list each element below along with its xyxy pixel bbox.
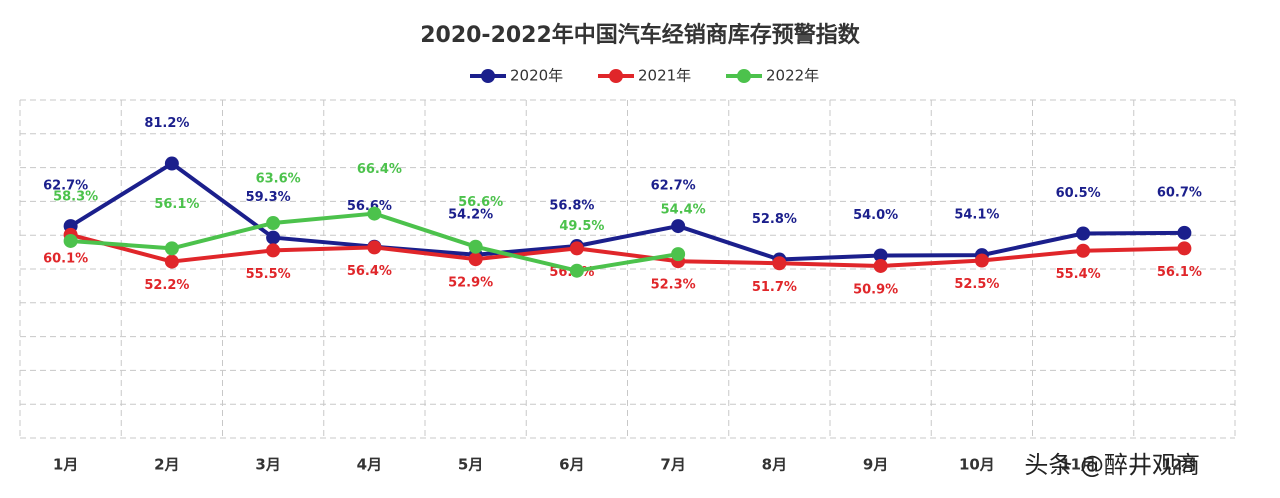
x-tick-label: 6月 [559, 456, 584, 474]
point [266, 230, 281, 245]
x-tick-label: 4月 [357, 456, 382, 474]
point [367, 240, 382, 255]
data-label: 56.1% [1157, 265, 1202, 280]
x-tick-label: 12月 [1161, 456, 1197, 474]
data-label: 54.2% [448, 207, 493, 222]
legend-label: 2021年 [638, 67, 691, 85]
data-label: 66.4% [357, 162, 402, 177]
data-label: 56.6% [458, 195, 503, 210]
x-tick-label: 8月 [762, 456, 787, 474]
data-label: 56.6% [347, 199, 392, 214]
point [266, 216, 281, 231]
legend-label: 2022年 [766, 67, 819, 85]
data-label: 60.1% [43, 251, 88, 266]
data-label: 55.5% [246, 267, 291, 282]
point [468, 239, 483, 254]
data-label: 52.8% [752, 212, 797, 227]
data-label: 56.4% [347, 264, 392, 279]
data-label: 52.2% [144, 278, 189, 293]
x-tick-label: 2月 [154, 456, 179, 474]
point [164, 254, 179, 269]
data-label: 52.9% [448, 276, 493, 291]
point [873, 258, 888, 273]
data-label: 52.3% [651, 278, 696, 293]
data-label: 63.6% [256, 172, 301, 187]
legend-marker [737, 69, 751, 83]
chart-title: 2020-2022年中国汽车经销商库存预警指数 [420, 22, 861, 48]
point [569, 263, 584, 278]
data-label: 51.7% [752, 280, 797, 295]
data-label: 60.7% [1157, 185, 1202, 200]
x-tick-label: 11月 [1060, 456, 1096, 474]
point [367, 206, 382, 221]
data-label: 54.0% [853, 208, 898, 223]
data-label: 50.9% [853, 282, 898, 297]
point [671, 219, 686, 234]
point [164, 241, 179, 256]
data-label: 54.1% [954, 208, 999, 223]
data-label: 62.7% [43, 179, 88, 194]
x-tick-label: 5月 [458, 456, 483, 474]
point [266, 243, 281, 258]
data-label: 60.5% [1056, 186, 1101, 201]
watermark: 头条 @醉井观商 [1024, 451, 1200, 479]
x-tick-label: 1月 [53, 456, 78, 474]
data-label: 62.7% [651, 179, 696, 194]
point [671, 247, 686, 262]
legend-marker [609, 69, 623, 83]
data-label: 52.5% [954, 277, 999, 292]
point [468, 252, 483, 267]
data-label: 49.5% [559, 219, 604, 234]
legend-label: 2020年 [510, 67, 563, 85]
data-label: 55.4% [1056, 267, 1101, 282]
point [164, 156, 179, 171]
data-label: 59.3% [246, 190, 291, 205]
point [1076, 243, 1091, 258]
point [1177, 225, 1192, 240]
data-label: 56.8% [549, 199, 594, 214]
data-label: 56.1% [154, 197, 199, 212]
point [873, 248, 888, 263]
point [772, 256, 787, 271]
point [63, 233, 78, 248]
point [1076, 226, 1091, 241]
data-label: 58.3% [53, 189, 98, 204]
point [974, 253, 989, 268]
x-tick-label: 7月 [660, 456, 685, 474]
series-line [70, 232, 1185, 268]
point [1177, 241, 1192, 256]
legend-marker [481, 69, 495, 83]
data-label: 81.2% [144, 116, 189, 131]
point [569, 241, 584, 256]
x-tick-label: 3月 [255, 456, 280, 474]
data-label: 54.4% [661, 203, 706, 218]
x-tick-label: 9月 [863, 456, 888, 474]
x-tick-label: 10月 [959, 456, 995, 474]
